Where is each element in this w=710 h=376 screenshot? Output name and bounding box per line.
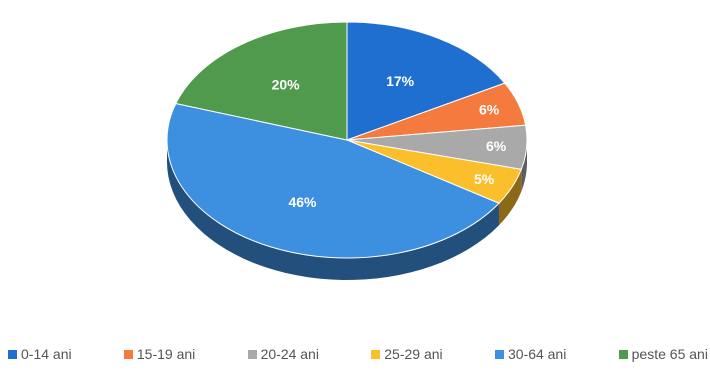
chart-legend: 0-14 ani 15-19 ani 20-24 ani 25-29 ani 30-64… [8,342,708,366]
legend-label: 0-14 ani [21,346,72,362]
legend-label: 30-64 ani [508,346,566,362]
data-label-25-29-ani: 5% [474,171,495,187]
legend-swatch [124,350,133,359]
legend-label: 20-24 ani [261,346,319,362]
legend-item-25-29-ani: 25-29 ani [371,346,442,362]
legend-swatch [248,350,257,359]
legend-swatch [619,350,628,359]
legend-swatch [371,350,380,359]
legend-label: 15-19 ani [137,346,195,362]
legend-label: peste 65 ani [632,346,708,362]
legend-label: 25-29 ani [384,346,442,362]
legend-swatch [8,350,17,359]
pie-slices-group [167,22,527,258]
legend-item-0-14-ani: 0-14 ani [8,346,72,362]
data-label-peste-65-ani: 20% [272,77,301,93]
legend-item-15-19-ani: 15-19 ani [124,346,195,362]
legend-item-30-64-ani: 30-64 ani [495,346,566,362]
data-label-15-19-ani: 6% [479,102,500,118]
legend-swatch [495,350,504,359]
legend-item-20-24-ani: 20-24 ani [248,346,319,362]
data-label-30-64-ani: 46% [288,194,317,210]
data-label-20-24-ani: 6% [486,138,507,154]
data-label-0-14-ani: 17% [386,73,415,89]
legend-item-peste-65-ani: peste 65 ani [619,346,708,362]
